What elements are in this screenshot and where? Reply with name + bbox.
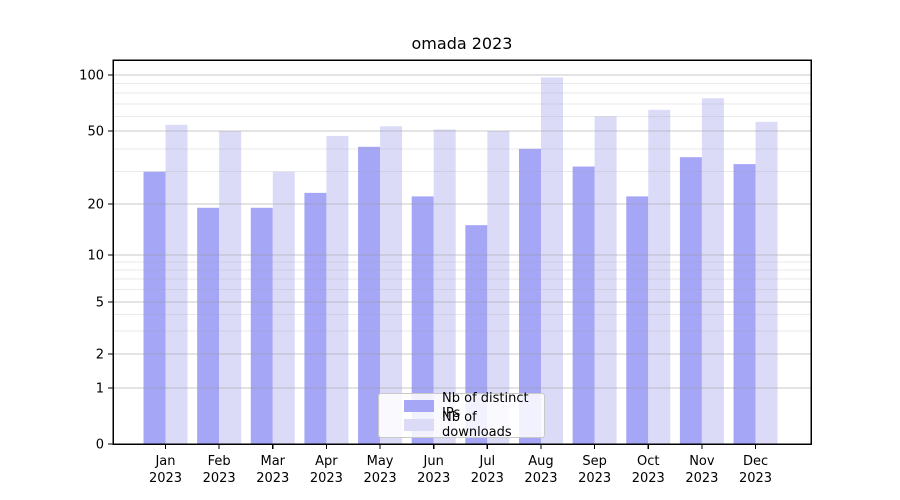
bar-nb-of-downloads-may (380, 126, 403, 444)
legend-swatch-downloads (404, 419, 434, 431)
bar-nb-of-distinct-ips-nov (679, 157, 702, 445)
x-tick-label-month: Mar (261, 454, 286, 469)
x-tick-label-year: 2023 (578, 471, 611, 486)
y-tick-label: 10 (87, 248, 104, 263)
x-tick-label-month: Sep (582, 454, 607, 469)
y-tick-label: 100 (79, 69, 104, 84)
bar-nb-of-downloads-dec (755, 121, 778, 444)
y-tick-label: 20 (87, 198, 104, 213)
y-tick-label: 50 (87, 125, 104, 140)
gridlines-group (113, 74, 811, 389)
bar-nb-of-distinct-ips-jan (143, 171, 166, 444)
x-tick-label-month: Nov (689, 454, 715, 469)
x-tick-label-month: Oct (637, 454, 659, 469)
bar-nb-of-distinct-ips-apr (304, 192, 327, 444)
bar-nb-of-downloads-nov (701, 98, 724, 444)
bar-nb-of-distinct-ips-dec (733, 164, 756, 444)
x-tick-label-month: Jun (423, 454, 444, 469)
chart-title: omada 2023 (411, 34, 513, 53)
bar-nb-of-downloads-sep (594, 116, 617, 445)
y-tick-label: 0 (96, 438, 104, 453)
plot-frame (112, 59, 812, 445)
x-tick-label-year: 2023 (685, 471, 718, 486)
bar-nb-of-distinct-ips-feb (197, 207, 220, 444)
bar-nb-of-distinct-ips-oct (626, 196, 649, 444)
bar-nb-of-downloads-feb (219, 131, 242, 445)
legend: Nb of distinct IPs Nb of downloads (378, 391, 545, 440)
legend-item-distinct-ips: Nb of distinct IPs (404, 391, 544, 421)
bar-nb-of-distinct-ips-may (358, 146, 381, 444)
y-tick-label: 2 (96, 347, 104, 362)
x-axis: Jan 2023 Feb 2023 Mar 2023 Apr 2023 May 2023 Jun 20… (149, 444, 772, 486)
legend-swatch-distinct-ips (404, 400, 434, 412)
legend-label-distinct-ips: Nb of distinct IPs (442, 391, 529, 421)
x-tick-label-year: 2023 (256, 471, 289, 486)
x-tick-label-year: 2023 (632, 471, 665, 486)
x-tick-label-month: Feb (208, 454, 231, 469)
x-tick-label-year: 2023 (417, 471, 450, 486)
x-tick-label-month: May (367, 454, 394, 469)
y-tick-label: 1 (96, 382, 104, 397)
x-tick-label-year: 2023 (310, 471, 343, 486)
bar-nb-of-downloads-apr (326, 135, 349, 445)
bar-nb-of-downloads-jan (165, 124, 188, 444)
x-tick-label-month: Jan (154, 454, 175, 469)
x-tick-label-year: 2023 (364, 471, 397, 486)
bar-nb-of-distinct-ips-aug (518, 148, 541, 444)
x-tick-label-month: Jul (478, 454, 495, 469)
x-tick-label-year: 2023 (149, 471, 182, 486)
x-tick-label-month: Apr (315, 454, 338, 469)
x-tick-label-year: 2023 (471, 471, 504, 486)
bar-nb-of-downloads-jun (433, 129, 456, 444)
x-tick-label-year: 2023 (524, 471, 557, 486)
x-tick-label-year: 2023 (739, 471, 772, 486)
x-tick-label-month: Dec (743, 454, 768, 469)
y-axis: 0 1 2 5 10 20 50 100 (79, 69, 113, 453)
legend-item-downloads: Nb of downloads (404, 410, 544, 440)
bar-nb-of-downloads-oct (648, 109, 671, 445)
x-tick-label-year: 2023 (203, 471, 236, 486)
bars-group (143, 77, 778, 445)
bar-nb-of-downloads-jul (487, 131, 510, 445)
bar-nb-of-downloads-aug (540, 77, 563, 444)
bar-nb-of-distinct-ips-jul (465, 225, 488, 444)
bar-nb-of-distinct-ips-mar (250, 207, 273, 444)
bar-nb-of-downloads-mar (272, 171, 295, 444)
y-tick-label: 5 (96, 295, 104, 310)
bar-nb-of-distinct-ips-jun (411, 196, 434, 444)
legend-label-downloads: Nb of downloads (442, 410, 512, 440)
x-tick-label-month: Aug (528, 454, 553, 469)
bar-nb-of-distinct-ips-sep (572, 166, 595, 444)
